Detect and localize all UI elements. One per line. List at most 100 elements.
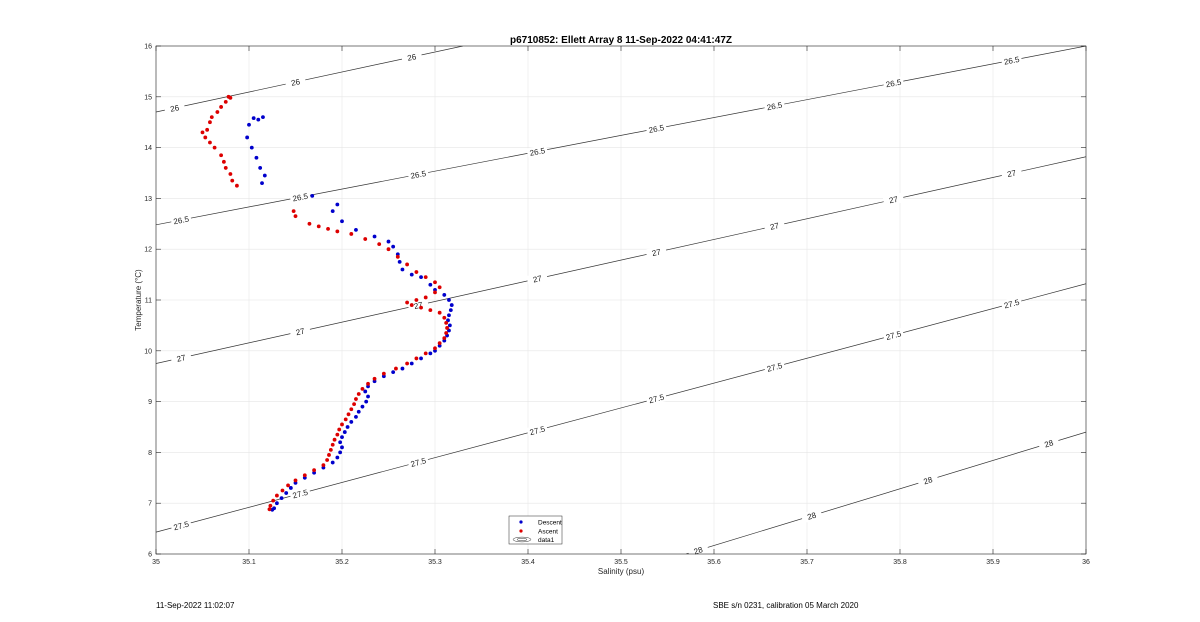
ascent-point	[444, 331, 449, 335]
descent-point	[391, 244, 396, 249]
ascent-point	[219, 105, 224, 109]
descent-point	[386, 239, 391, 244]
ascent-point	[442, 315, 447, 320]
contour-label-text: 26.5	[292, 192, 310, 204]
footer-calibration: SBE s/n 0231, calibration 05 March 2020	[713, 601, 859, 610]
ascent-point	[346, 412, 351, 417]
data-points	[200, 94, 454, 512]
contour-label-text: 28	[693, 545, 705, 556]
descent-point	[409, 361, 414, 366]
contour-label-bg	[645, 391, 668, 406]
contour-label-bg	[170, 213, 192, 227]
contour-label-bg	[1000, 296, 1023, 312]
contour-line-27	[156, 156, 1086, 364]
ascent-point	[328, 447, 333, 452]
x-tick-label: 35.4	[521, 559, 535, 566]
contour-label-text: 26.5	[529, 146, 547, 158]
descent-point	[360, 404, 365, 409]
descent-point	[419, 356, 423, 361]
contour-label-text: 27	[413, 300, 424, 311]
descent-point	[400, 366, 405, 371]
ascent-point	[221, 159, 226, 164]
grid-lines	[155, 45, 1087, 555]
descent-point	[354, 414, 358, 419]
descent-point	[447, 313, 451, 318]
descent-point	[338, 440, 343, 445]
legend-data1-contour-icon-inner	[516, 538, 528, 541]
descent-point	[275, 501, 279, 506]
contour-label-text: 26	[169, 103, 180, 114]
legend-ascent-marker	[519, 529, 523, 533]
contour-label-bg	[526, 271, 549, 286]
descent-point	[340, 435, 344, 440]
y-tick-label: 15	[144, 94, 152, 101]
descent-point	[335, 455, 340, 460]
ascent-point	[354, 397, 358, 401]
contour-label-bg	[163, 101, 186, 116]
contour-label-bg	[763, 218, 786, 234]
x-tick-label: 35.9	[986, 559, 1000, 566]
contour-label-bg	[763, 359, 786, 375]
density-contour-labels: 26 26 26 26.5 26.5 26.5 26.5 26.5 26.5 26.5 26.5 27…	[163, 50, 1060, 559]
descent-point	[340, 219, 344, 224]
contour-label-text: 27	[176, 353, 187, 364]
ascent-point	[409, 303, 414, 307]
ascent-point	[394, 366, 398, 371]
contour-label-bg	[882, 192, 905, 207]
ascent-point	[209, 115, 214, 120]
contour-label-bg	[170, 518, 193, 533]
descent-point	[349, 420, 354, 424]
descent-point	[400, 267, 405, 272]
ascent-point	[428, 308, 433, 313]
contour-label-bg	[400, 50, 423, 64]
legend: Descent Ascent data1	[508, 515, 563, 545]
x-tick-label: 35.2	[335, 559, 349, 566]
contour-label-text: 26	[290, 77, 301, 88]
contour-label-bg	[882, 327, 905, 343]
ascent-point	[442, 336, 447, 340]
descent-point	[342, 430, 347, 434]
ascent-point	[200, 130, 205, 135]
contour-label: 26.5	[882, 76, 905, 90]
x-tick-label: 35.7	[800, 559, 814, 566]
legend-data1-contour-icon	[512, 536, 532, 543]
legend-data1-label: data1	[538, 537, 555, 544]
descent-point	[310, 193, 315, 198]
contour-label-bg	[916, 472, 939, 488]
ascent-point	[291, 209, 296, 214]
ascent-point	[228, 172, 233, 176]
ascent-point	[437, 285, 442, 290]
contour-label: 26.5	[289, 190, 311, 204]
x-tick-label: 35.6	[707, 559, 721, 566]
chart-title: p6710852: Ellett Array 8 11-Sep-2022 04:…	[510, 35, 732, 46]
ascent-point	[433, 280, 437, 285]
contour-label-bg	[289, 486, 312, 502]
contour-label-bg	[407, 454, 430, 470]
contour-label-bg	[526, 422, 549, 438]
contour-label-text: 27	[532, 274, 543, 285]
descent-point	[363, 389, 368, 394]
ascent-point	[223, 99, 228, 104]
ascent-point	[267, 507, 272, 512]
contour-label: 27	[1000, 166, 1023, 181]
contour-label: 26	[163, 101, 186, 116]
contour-label-text: 28	[806, 510, 818, 521]
contour-label: 27	[407, 298, 430, 313]
x-axis-label: Salinity (psu)	[598, 567, 645, 576]
contour-label-text: 28	[1043, 438, 1055, 449]
contour-label: 26	[400, 50, 423, 64]
ascent-point	[360, 387, 365, 391]
contour-label-bg	[289, 324, 311, 339]
contour-label-text: 27.5	[410, 456, 428, 469]
contour-label-text: 26.5	[1003, 55, 1021, 67]
contour-label: 28	[916, 472, 939, 488]
ascent-point	[340, 422, 344, 427]
ascent-point	[208, 140, 212, 145]
contour-label: 27.5	[645, 391, 668, 406]
descent-point	[254, 155, 259, 160]
ascent-point	[343, 417, 348, 422]
ascent-point	[235, 183, 239, 188]
contour-label-bg	[1037, 435, 1060, 452]
ascent-point	[293, 478, 298, 483]
descent-point	[279, 496, 284, 501]
